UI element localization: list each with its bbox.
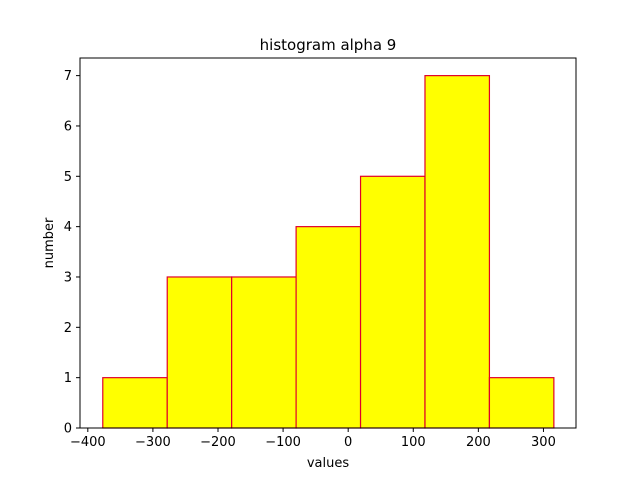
y-tick-label: 2 <box>64 321 72 336</box>
y-tick-label: 3 <box>64 270 72 285</box>
histogram-bar-6 <box>424 75 491 429</box>
histogram-bar-2 <box>166 276 233 429</box>
histogram-bar-1 <box>102 377 168 429</box>
axes-frame <box>79 57 577 429</box>
x-axis-label: values <box>307 456 350 471</box>
x-tick-label: −400 <box>70 435 106 450</box>
x-tick-label: 100 <box>401 435 426 450</box>
histogram-bar-5 <box>359 175 426 429</box>
x-tick-label: 200 <box>466 435 491 450</box>
histogram-bar-3 <box>231 276 297 429</box>
y-axis-label: number <box>42 217 57 268</box>
y-tick-label: 5 <box>64 170 72 185</box>
bars-group <box>102 75 555 429</box>
x-tick-label: 300 <box>531 435 556 450</box>
y-tick-label: 7 <box>64 69 72 84</box>
x-tick-label: −300 <box>135 435 171 450</box>
x-tick-label: 0 <box>344 435 352 450</box>
x-tick-label: −200 <box>200 435 236 450</box>
x-tick-label: −100 <box>265 435 301 450</box>
y-tick-label: 4 <box>64 220 72 235</box>
x-ticks-group: −400 −300 −200 −100 0 100 200 300 <box>70 428 556 450</box>
histogram-bar-7 <box>488 377 555 429</box>
y-tick-label: 0 <box>64 422 72 437</box>
chart-title: histogram alpha 9 <box>260 36 397 54</box>
histogram-bar-4 <box>295 226 362 429</box>
y-tick-label: 1 <box>64 371 72 386</box>
y-tick-label: 6 <box>64 119 72 134</box>
y-ticks-group: 0 1 2 3 4 5 6 7 <box>64 69 80 437</box>
